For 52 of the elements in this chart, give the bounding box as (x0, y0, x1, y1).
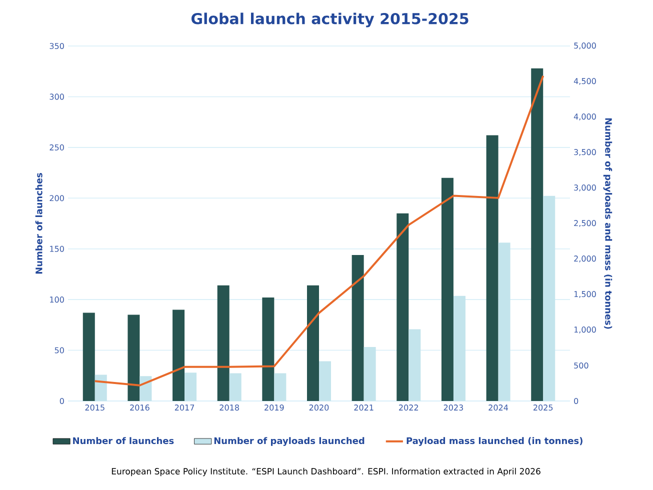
bar (94, 374, 107, 401)
x-tick-label: 2023 (444, 404, 464, 411)
bar (352, 254, 364, 401)
bar (217, 285, 230, 401)
y2-tick-label: 500 (574, 362, 588, 369)
x-tick-label: 2019 (264, 404, 284, 411)
y2-tick-label: 3,500 (574, 149, 596, 156)
y2-tick-label: 4,000 (574, 114, 596, 120)
bar (262, 298, 274, 401)
y2-axis-title: Number of payloads and mass (in tonnes) (603, 118, 612, 329)
y-axis-title: Number of launches (35, 173, 42, 274)
y-tick-label: 50 (54, 347, 64, 354)
x-tick-label: 2022 (399, 404, 418, 411)
line-series (94, 74, 544, 386)
text: European Space Policy Institute. “ESPI Launch Dashboard”. ESPI. Information extracted in April 2026 (112, 468, 540, 476)
legend-label: Payload mass launched (in tonnes) (406, 437, 582, 446)
y2-tick-label: 3,000 (574, 184, 596, 192)
y2-tick-label: 0 (574, 398, 578, 404)
bar (82, 312, 95, 401)
x-tick-label: 2021 (354, 404, 374, 411)
y-tick-label: 200 (50, 195, 64, 202)
y-tick-label: 300 (50, 94, 64, 100)
bar (307, 285, 320, 401)
y-tick-label: 150 (50, 246, 64, 252)
y-tick-label: 0 (60, 398, 64, 404)
x-tick-label: 2024 (488, 404, 508, 411)
bar (128, 314, 140, 401)
x-tick-label: 2025 (534, 404, 553, 411)
legend-label: Number of launches (73, 437, 174, 444)
x-tick-label: 2015 (85, 404, 104, 411)
x-tick-label: 2016 (130, 404, 150, 411)
bar (274, 373, 286, 401)
bar (229, 373, 242, 401)
y2-tick-label: 1,500 (574, 291, 596, 298)
y2-tick-label: 4,500 (574, 78, 596, 85)
bar (441, 178, 454, 401)
bar (140, 376, 152, 401)
y-tick-label: 250 (50, 144, 64, 150)
y2-tick-label: 2,000 (574, 256, 596, 262)
x-tick-label: 2018 (220, 404, 239, 411)
bar (184, 372, 197, 401)
legend-label: Number of payloads launched (214, 437, 364, 446)
y2-tick-label: 5,000 (574, 42, 596, 50)
bar (172, 310, 185, 401)
y-tick-label: 100 (50, 296, 64, 303)
x-tick-label: 2020 (309, 404, 329, 411)
x-tick-label: 2017 (174, 404, 194, 411)
bar (396, 213, 409, 401)
y-tick-label: 350 (50, 42, 64, 50)
y2-tick-label: 1,000 (574, 326, 596, 334)
chart-title: Global launch activity 2015-2025 (191, 12, 468, 28)
y2-tick-label: 2,500 (574, 220, 596, 227)
